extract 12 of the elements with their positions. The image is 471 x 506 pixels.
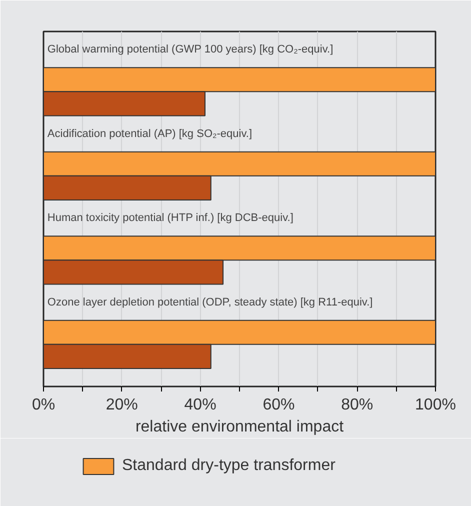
y-tick-label: Human toxicity potential (HTP inf.) [kg DCB-equiv.] [47, 212, 294, 224]
x-tick-label: 80% [341, 396, 374, 414]
y-tick-label: Acidification potential (AP) [kg SO₂-equiv.] [47, 128, 252, 140]
y-tick-label: Global warming potential (GWP 100 years) [kg CO₂-equiv.] [47, 44, 334, 56]
x-tick-label: 60% [262, 396, 295, 414]
x-tick-label: 0% [32, 396, 56, 414]
legend-label: Standard dry-type transformer [122, 457, 336, 475]
y-tick-label: Ozone layer depletion potential (ODP, steady state) [kg R11-equiv.] [47, 296, 373, 308]
x-tick-label: 100% [415, 396, 456, 414]
x-axis-title: relative environmental impact [135, 418, 344, 436]
x-tick-label: 40% [184, 396, 216, 414]
x-tick-label: 20% [106, 396, 138, 414]
